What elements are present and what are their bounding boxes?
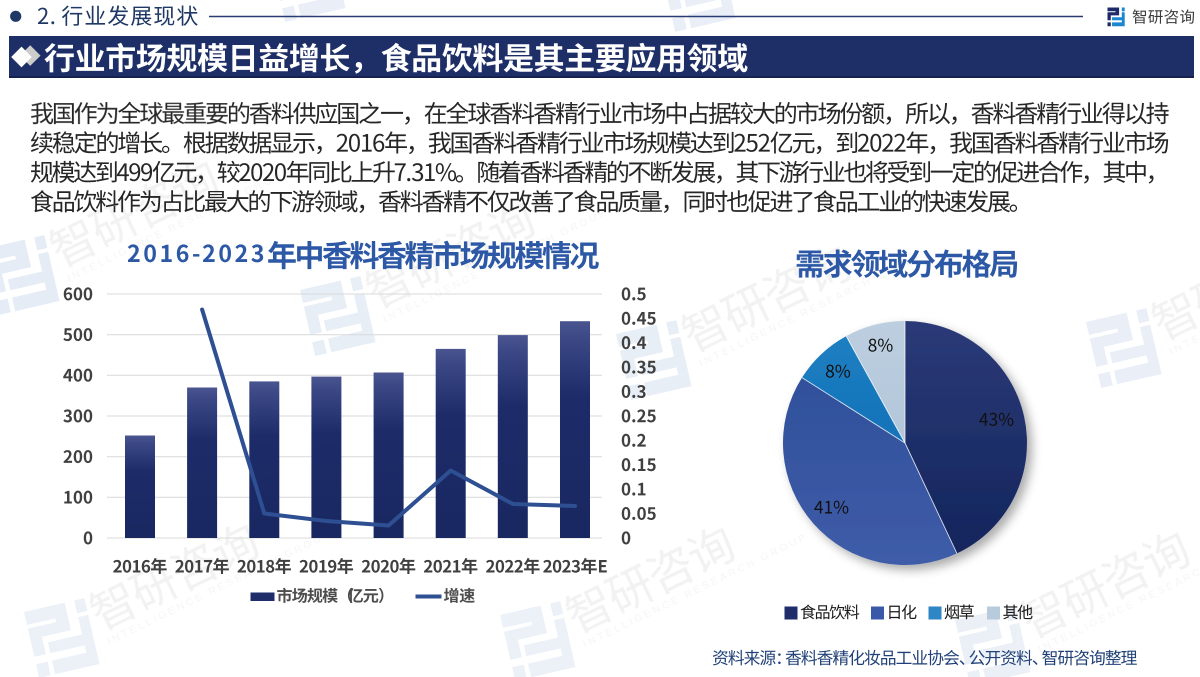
svg-text:INTELLIGENCE RESEARCH GROUP: INTELLIGENCE RESEARCH GROUP bbox=[105, 528, 334, 648]
svg-text:INTELLIGENCE RESEARCH GROUP: INTELLIGENCE RESEARCH GROUP bbox=[581, 531, 810, 651]
svg-text:INTELLIGENCE RESEARCH GROUP: INTELLIGENCE RESEARCH GROUP bbox=[741, 0, 970, 2]
svg-text:INTELLIGENCE RESEARCH GROUP: INTELLIGENCE RESEARCH GROUP bbox=[381, 206, 610, 326]
svg-text:INTELLIGENCE RESEARCH GROUP: INTELLIGENCE RESEARCH GROUP bbox=[65, 165, 294, 285]
